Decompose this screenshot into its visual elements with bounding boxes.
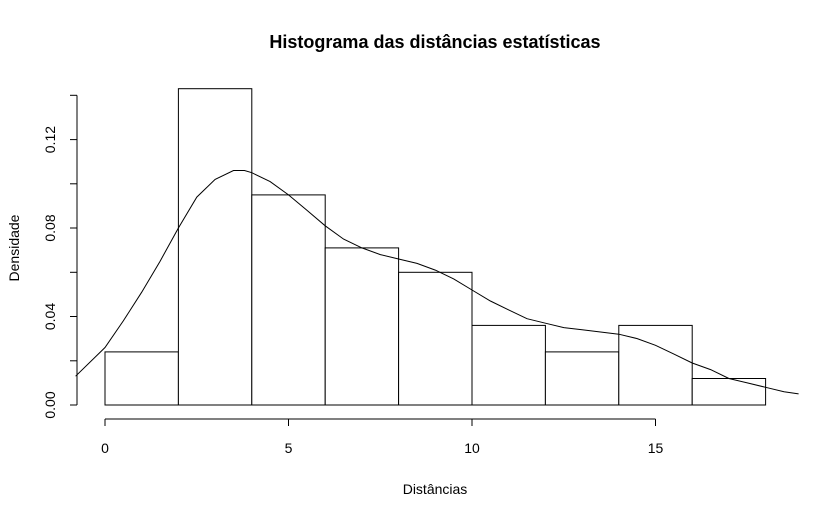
x-tick-label: 15: [648, 440, 664, 456]
histogram-bar-0: [104, 351, 179, 406]
y-tick-label: 0.04: [42, 303, 58, 330]
x-tick-label: 5: [285, 440, 293, 456]
histogram-bar-8: [691, 378, 767, 406]
histogram-bar-4: [398, 271, 473, 406]
bars-group: [104, 88, 767, 406]
y-tick-label: 0.12: [42, 126, 58, 153]
y-tick-label: 0.00: [42, 391, 58, 418]
histogram-bar-7: [618, 324, 693, 406]
y-tick-label: 0.08: [42, 214, 58, 241]
histogram-bar-6: [544, 351, 620, 406]
x-axis-label: Distâncias: [403, 481, 468, 497]
histogram-bar-1: [177, 88, 253, 406]
histogram-bar-3: [324, 247, 400, 406]
x-tick-label: 0: [101, 440, 109, 456]
y-axis: 0.00 0.04 0.08 0.12: [42, 94, 78, 419]
histogram-bar-5: [471, 324, 546, 406]
x-axis: 0 5 10 15: [101, 418, 664, 456]
x-tick-label: 10: [464, 440, 480, 456]
density-curve: [75, 170, 799, 395]
y-axis-label: Densidade: [6, 214, 22, 281]
chart-title: Histograma das distâncias estatísticas: [269, 32, 600, 52]
histogram-bar-2: [251, 194, 326, 406]
